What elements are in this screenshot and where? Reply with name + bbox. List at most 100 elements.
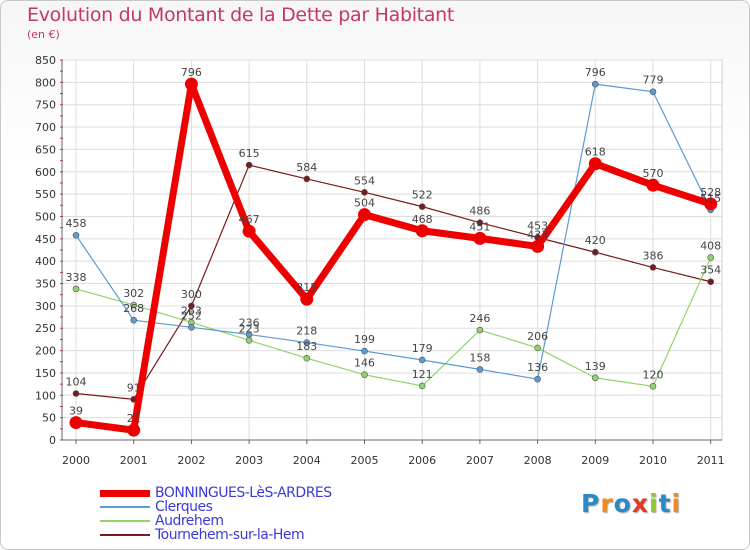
data-point <box>707 254 715 261</box>
data-label: 468 <box>412 213 433 226</box>
data-label: 104 <box>66 376 87 389</box>
data-point <box>418 356 426 364</box>
legend-label: Audrehem <box>155 513 224 529</box>
data-point <box>418 203 426 210</box>
chart-subtitle: (en €) <box>27 28 60 41</box>
y-tick-label: 650 <box>35 143 56 156</box>
y-tick-label: 350 <box>35 278 56 291</box>
brand-letter: i <box>671 489 682 518</box>
series-line-1 <box>75 257 712 387</box>
x-tick-label: 2009 <box>581 454 609 467</box>
data-label: 584 <box>296 161 317 174</box>
data-label: 236 <box>239 316 260 329</box>
data-label: 22 <box>127 412 141 425</box>
data-point <box>72 231 80 239</box>
series-line-2 <box>75 83 712 380</box>
data-point <box>130 301 137 309</box>
data-point <box>649 88 657 96</box>
data-label: 570 <box>643 167 664 180</box>
data-point <box>415 224 429 238</box>
data-label: 451 <box>469 220 490 233</box>
data-label: 467 <box>239 213 260 226</box>
data-point <box>591 80 599 88</box>
data-label: 515 <box>700 192 721 205</box>
data-label: 246 <box>469 312 490 325</box>
y-tick-label: 250 <box>35 322 56 335</box>
y-tick-label: 100 <box>35 389 56 402</box>
brand-letter: x <box>631 489 649 518</box>
data-point <box>245 331 253 338</box>
data-point <box>476 366 484 373</box>
data-point <box>418 382 426 390</box>
data-point <box>303 175 311 183</box>
y-tick-label: 500 <box>35 210 56 223</box>
x-tick-label: 2002 <box>177 454 205 467</box>
data-point <box>704 197 718 211</box>
data-point <box>188 302 195 310</box>
data-point <box>707 278 715 286</box>
data-point <box>534 344 541 352</box>
data-point <box>69 416 83 430</box>
data-label: 302 <box>123 287 144 300</box>
data-label: 158 <box>469 351 490 364</box>
data-label: 121 <box>412 368 433 381</box>
legend-label: Tournehem-sur-la-Hem <box>155 527 305 543</box>
brand-letter: i <box>649 489 659 518</box>
y-tick-label: 300 <box>35 300 56 313</box>
y-tick-label: 400 <box>35 255 56 268</box>
data-point <box>476 219 484 227</box>
x-tick-label: 2005 <box>351 454 379 467</box>
data-label: 433 <box>527 228 548 241</box>
data-label: 354 <box>700 264 721 277</box>
y-tick-label: 600 <box>35 166 56 179</box>
data-point <box>591 374 599 382</box>
data-label: 252 <box>181 309 202 322</box>
legend-item: Audrehem <box>100 514 400 528</box>
data-label: 91 <box>127 381 141 394</box>
data-label: 199 <box>354 333 375 346</box>
legend-swatch <box>100 534 150 536</box>
data-point <box>588 157 602 171</box>
data-label: 420 <box>585 234 606 247</box>
data-label: 796 <box>181 66 202 79</box>
data-label: 458 <box>66 217 87 230</box>
y-tick-label: 200 <box>35 345 56 358</box>
data-point <box>358 208 371 222</box>
y-tick-label: 850 <box>35 54 56 67</box>
y-tick-label: 700 <box>35 121 56 134</box>
data-label: 615 <box>239 147 260 160</box>
data-label: 408 <box>700 240 721 253</box>
data-label: 183 <box>296 340 317 353</box>
data-label: 39 <box>69 405 83 418</box>
data-label: 218 <box>296 325 317 338</box>
x-tick-label: 2000 <box>62 454 90 467</box>
brand-logo: Proxiti <box>581 489 681 518</box>
data-point <box>242 224 256 238</box>
legend-swatch <box>100 520 150 522</box>
data-label: 268 <box>123 302 144 315</box>
data-point <box>72 285 80 293</box>
data-point <box>184 77 198 91</box>
data-label: 338 <box>66 271 87 284</box>
brand-letter: r <box>600 489 614 518</box>
data-point <box>188 324 195 331</box>
data-label: 618 <box>585 146 606 159</box>
legend-item: BONNINGUES-LèS-ARDRES <box>100 486 400 500</box>
data-label: 139 <box>585 360 606 373</box>
legend-swatch <box>100 489 150 497</box>
legend-label: Clerques <box>155 499 213 515</box>
data-point <box>534 375 541 383</box>
legend-swatch <box>100 506 150 508</box>
data-label: 453 <box>527 219 548 232</box>
data-label: 796 <box>585 66 606 79</box>
brand-letter: t <box>658 489 672 518</box>
x-tick-label: 2011 <box>697 454 725 467</box>
data-label: 486 <box>469 205 490 218</box>
data-label: 554 <box>354 174 375 187</box>
y-tick-label: 800 <box>35 76 56 89</box>
data-point <box>649 383 657 390</box>
data-point <box>127 423 141 437</box>
x-tick-label: 2004 <box>293 454 321 467</box>
brand-letter: P <box>581 489 601 518</box>
